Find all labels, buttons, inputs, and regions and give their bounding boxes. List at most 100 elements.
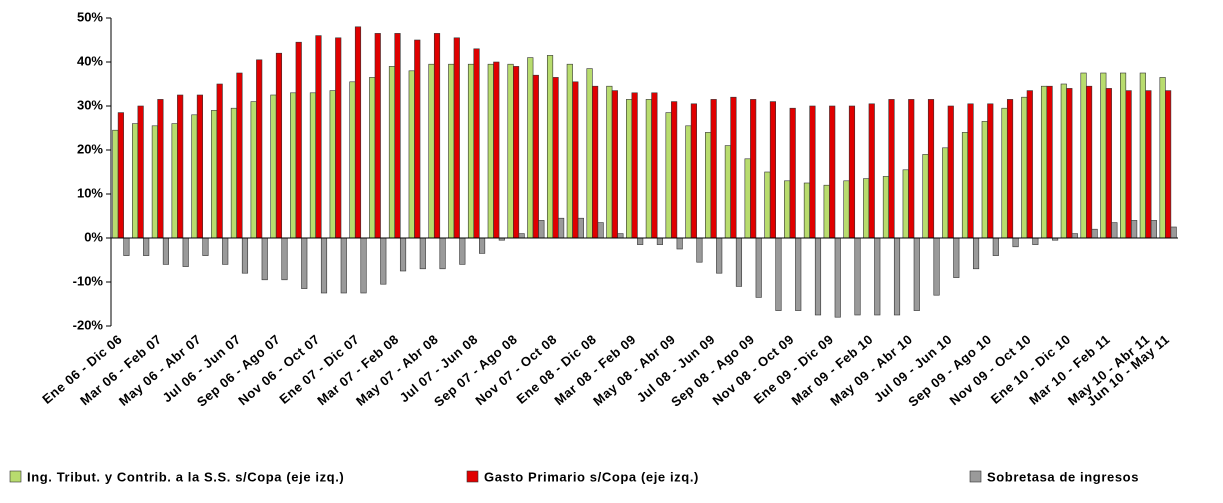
bar: [157, 99, 164, 239]
bar: [394, 33, 401, 239]
bar: [1046, 85, 1053, 239]
bar: [893, 237, 901, 316]
bar: [1159, 77, 1166, 239]
y-tick-label: -20%: [73, 317, 104, 332]
bar: [1026, 90, 1033, 239]
y-tick-label: 40%: [77, 53, 103, 68]
bar: [854, 237, 861, 316]
bar: [558, 217, 565, 239]
bar: [626, 99, 633, 239]
bar: [823, 184, 830, 239]
bar: [566, 63, 573, 239]
bar: [611, 90, 618, 239]
bar: [552, 77, 559, 239]
bar: [597, 222, 604, 239]
bar: [913, 237, 920, 311]
bar: [236, 72, 243, 239]
bar: [448, 63, 455, 239]
bar: [651, 92, 658, 239]
bar: [290, 92, 297, 239]
bar: [241, 237, 249, 274]
y-tick-label: 30%: [77, 97, 103, 112]
bar: [710, 99, 717, 239]
bar: [1012, 237, 1019, 248]
bar: [735, 237, 743, 287]
bar: [795, 237, 802, 311]
bar: [1139, 72, 1146, 239]
bar: [933, 237, 940, 296]
bar: [744, 158, 751, 239]
bar: [637, 237, 644, 245]
bar: [784, 180, 791, 239]
bar: [1006, 99, 1014, 239]
bar: [803, 182, 810, 239]
bar: [1120, 72, 1127, 239]
bar: [1111, 222, 1118, 239]
bar: [143, 237, 150, 256]
bar: [665, 112, 672, 239]
bar: [730, 96, 737, 239]
bar: [467, 63, 475, 239]
bar: [261, 237, 268, 281]
bar: [705, 132, 712, 239]
bar: [374, 33, 381, 239]
bar: [755, 237, 762, 298]
y-tick-label: 20%: [77, 141, 103, 156]
bar: [882, 176, 890, 239]
bar: [546, 55, 554, 239]
bar: [117, 112, 124, 239]
bar: [360, 237, 367, 294]
bar: [676, 237, 683, 250]
bar: [789, 107, 796, 239]
bar: [182, 237, 189, 267]
bar: [320, 237, 328, 294]
bar: [518, 233, 525, 239]
bar: [329, 90, 336, 239]
bar: [1091, 228, 1098, 239]
bar: [927, 99, 935, 239]
bar: [1125, 90, 1132, 239]
bar: [315, 35, 322, 239]
bar: [132, 123, 139, 239]
bar: [992, 237, 999, 256]
bar: [439, 237, 446, 270]
bar: [908, 99, 915, 239]
bar: [527, 57, 534, 239]
bar: [848, 105, 856, 239]
bar: [967, 103, 974, 239]
legend-label: Gasto Primario s/Copa (eje izq.): [484, 469, 699, 484]
bar: [843, 180, 850, 239]
bar: [1066, 88, 1073, 239]
y-tick-label: -10%: [73, 273, 104, 288]
bar: [775, 237, 782, 311]
bar: [947, 105, 954, 239]
bar: [473, 48, 480, 239]
bar: [1080, 72, 1087, 239]
bar: [868, 103, 875, 239]
bar: [538, 220, 545, 239]
bar: [507, 63, 514, 239]
bar: [493, 61, 500, 239]
bar: [1071, 233, 1078, 239]
legend-label: Ing. Tribut. y Contrib. a la S.S. s/Copa…: [27, 469, 344, 484]
bar: [631, 92, 638, 239]
bar: [572, 81, 579, 239]
bar: [388, 66, 396, 239]
bar: [250, 101, 257, 239]
bar: [309, 92, 317, 239]
bar: [961, 132, 969, 239]
bar: [656, 237, 663, 245]
y-tick-label: 10%: [77, 185, 103, 200]
bar: [716, 237, 723, 274]
bar: [987, 103, 994, 239]
bar: [764, 171, 771, 239]
bar: [459, 237, 466, 265]
bar: [902, 169, 909, 239]
bar: [981, 121, 988, 239]
bar: [275, 52, 283, 239]
bar: [177, 94, 184, 239]
bar: [922, 154, 929, 239]
bar: [137, 105, 144, 239]
bar: [972, 237, 980, 270]
